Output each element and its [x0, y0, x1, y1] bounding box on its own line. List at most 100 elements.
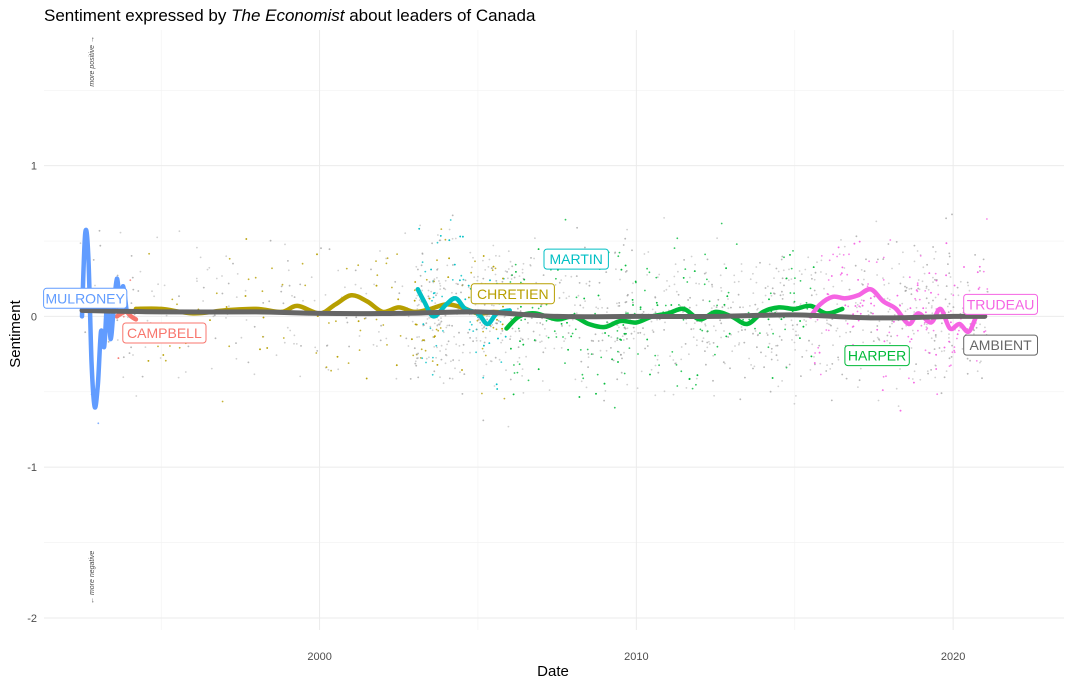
scatter-point: [693, 322, 696, 324]
scatter-point: [497, 320, 500, 322]
scatter-point: [674, 362, 677, 365]
scatter-point: [515, 271, 517, 273]
scatter-point: [585, 282, 588, 285]
scatter-point: [446, 264, 449, 267]
scatter-point: [654, 311, 657, 314]
scatter-point: [717, 298, 720, 301]
scatter-point: [788, 363, 791, 366]
scatter-point: [419, 274, 422, 277]
scatter-point: [950, 356, 953, 358]
scatter-point: [444, 238, 447, 241]
scatter-point: [934, 376, 937, 379]
scatter-point: [719, 319, 721, 322]
scatter-point: [727, 336, 730, 338]
scatter-point: [414, 362, 417, 365]
scatter-point: [639, 331, 642, 334]
scatter-point: [523, 278, 526, 281]
scatter-point: [733, 274, 736, 277]
scatter-point: [423, 339, 425, 341]
scatter-point: [533, 339, 536, 341]
series-line-mulroney: [79, 227, 129, 410]
scatter-point: [494, 267, 497, 270]
scatter-point: [858, 379, 861, 382]
scatter-point: [948, 255, 951, 258]
scatter-point: [509, 281, 512, 283]
scatter-point: [948, 255, 951, 258]
scatter-point: [841, 266, 844, 269]
scatter-point: [781, 255, 784, 258]
scatter-point: [969, 359, 971, 362]
scatter-point: [948, 252, 951, 255]
scatter-point: [720, 290, 723, 292]
scatter-point: [805, 320, 807, 323]
scatter-point: [376, 274, 379, 277]
scatter-point: [813, 362, 816, 364]
scatter-point: [380, 324, 382, 327]
scatter-point: [870, 302, 872, 305]
scatter-point: [809, 287, 812, 290]
scatter-point: [663, 329, 665, 331]
scatter-point: [446, 324, 449, 327]
scatter-point: [794, 349, 796, 351]
scatter-point: [624, 264, 627, 267]
scatter-point: [781, 290, 783, 293]
scatter-point: [651, 329, 654, 332]
scatter-point: [521, 268, 524, 271]
scatter-point: [568, 324, 571, 327]
scatter-point: [704, 350, 706, 352]
scatter-point: [735, 243, 738, 246]
scatter-point: [896, 334, 899, 337]
scatter-point: [625, 311, 627, 313]
scatter-point: [535, 281, 538, 284]
scatter-point: [295, 343, 298, 345]
scatter-point: [810, 274, 813, 276]
scatter-point: [518, 275, 521, 277]
scatter-point: [657, 371, 660, 374]
scatter-point: [770, 294, 773, 297]
scatter-point: [650, 368, 653, 371]
scatter-point: [452, 264, 454, 266]
scatter-point: [755, 281, 758, 284]
scatter-point: [769, 390, 772, 393]
scatter-point: [443, 287, 445, 290]
scatter-point: [587, 352, 590, 355]
scatter-point: [495, 383, 498, 386]
scatter-point: [631, 249, 633, 252]
scatter-point: [132, 288, 135, 291]
scatter-point: [469, 351, 471, 354]
scatter-point: [467, 284, 470, 287]
scatter-point: [631, 249, 633, 252]
scatter-point: [770, 347, 773, 350]
scatter-point: [293, 334, 296, 337]
scatter-point: [684, 343, 687, 345]
y-tick-label: -2: [27, 613, 37, 625]
scatter-point: [948, 337, 950, 339]
scatter-point: [935, 364, 937, 367]
scatter-point: [337, 368, 340, 371]
scatter-point: [812, 266, 815, 268]
scatter-point: [706, 346, 709, 349]
scatter-point: [618, 326, 620, 329]
scatter-point: [975, 360, 978, 362]
scatter-point: [963, 266, 965, 268]
scatter-point: [518, 356, 521, 359]
scatter-point: [419, 224, 421, 227]
scatter-point: [481, 392, 483, 395]
scatter-point: [930, 306, 933, 309]
scatter-point: [923, 321, 926, 324]
scatter-point: [913, 311, 916, 313]
scatter-point: [479, 321, 482, 324]
scatter-point: [915, 289, 918, 291]
series-label-trudeau: TRUDEAU: [963, 293, 1039, 315]
scatter-point: [603, 399, 605, 402]
scatter-point: [654, 296, 657, 299]
title-suffix: about leaders of Canada: [344, 6, 536, 25]
scatter-point: [945, 370, 948, 372]
scatter-point: [696, 339, 698, 341]
scatter-point: [575, 296, 578, 299]
scatter-point: [966, 372, 969, 375]
scatter-point: [564, 362, 566, 364]
scatter-point: [842, 254, 845, 256]
scatter-point: [420, 285, 423, 287]
scatter-point: [431, 373, 434, 376]
